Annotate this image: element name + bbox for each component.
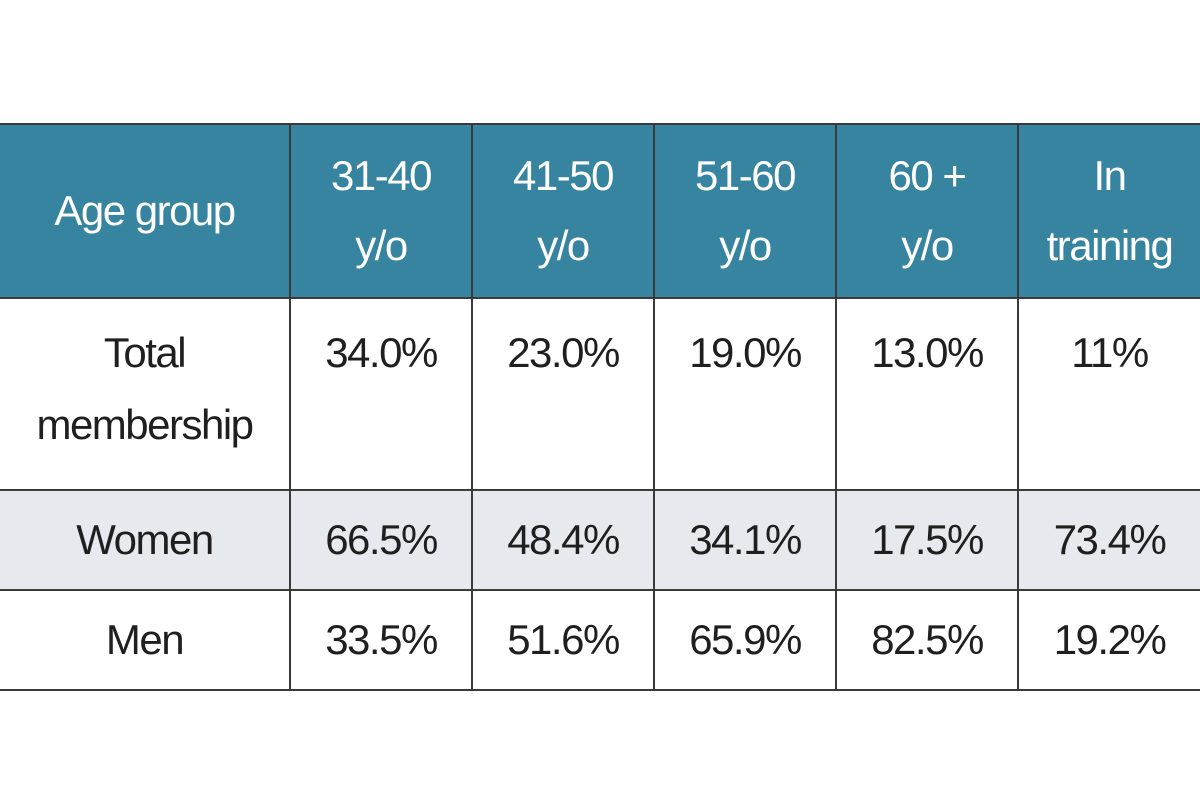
header-60-plus: 60 + y/o [835,123,1019,299]
header-31-40: 31-40 y/o [289,123,473,299]
cell-total-41-50: 23.0% [471,297,655,491]
header-51-60: 51-60 y/o [653,123,837,299]
cell-women-51-60: 34.1% [653,489,837,591]
cell-women-in-training: 73.4% [1017,489,1200,591]
cell-total-60-plus: 13.0% [835,297,1019,491]
header-age-group: Age group [0,123,291,299]
cell-women-41-50: 48.4% [471,489,655,591]
row-label-total-membership: Total membership [0,297,291,491]
cell-total-51-60: 19.0% [653,297,837,491]
table-row-total-membership: Total membership 34.0% 23.0% 19.0% 13.0%… [0,297,1200,491]
cell-men-51-60: 65.9% [653,589,837,691]
cell-women-60-plus: 17.5% [835,489,1019,591]
row-label-men: Men [0,589,291,691]
cell-total-31-40: 34.0% [289,297,473,491]
table-row-women: Women 66.5% 48.4% 34.1% 17.5% 73.4% [0,489,1200,591]
cell-men-in-training: 19.2% [1017,589,1200,691]
cell-women-31-40: 66.5% [289,489,473,591]
row-label-women: Women [0,489,291,591]
header-in-training: In training [1017,123,1200,299]
cell-men-60-plus: 82.5% [835,589,1019,691]
cell-men-31-40: 33.5% [289,589,473,691]
cell-total-in-training: 11% [1017,297,1200,491]
age-group-table: Age group 31-40 y/o 41-50 y/o 51-60 y/o … [0,123,1200,691]
cell-men-41-50: 51.6% [471,589,655,691]
header-41-50: 41-50 y/o [471,123,655,299]
header-row: Age group 31-40 y/o 41-50 y/o 51-60 y/o … [0,123,1200,299]
table-row-men: Men 33.5% 51.6% 65.9% 82.5% 19.2% [0,589,1200,691]
